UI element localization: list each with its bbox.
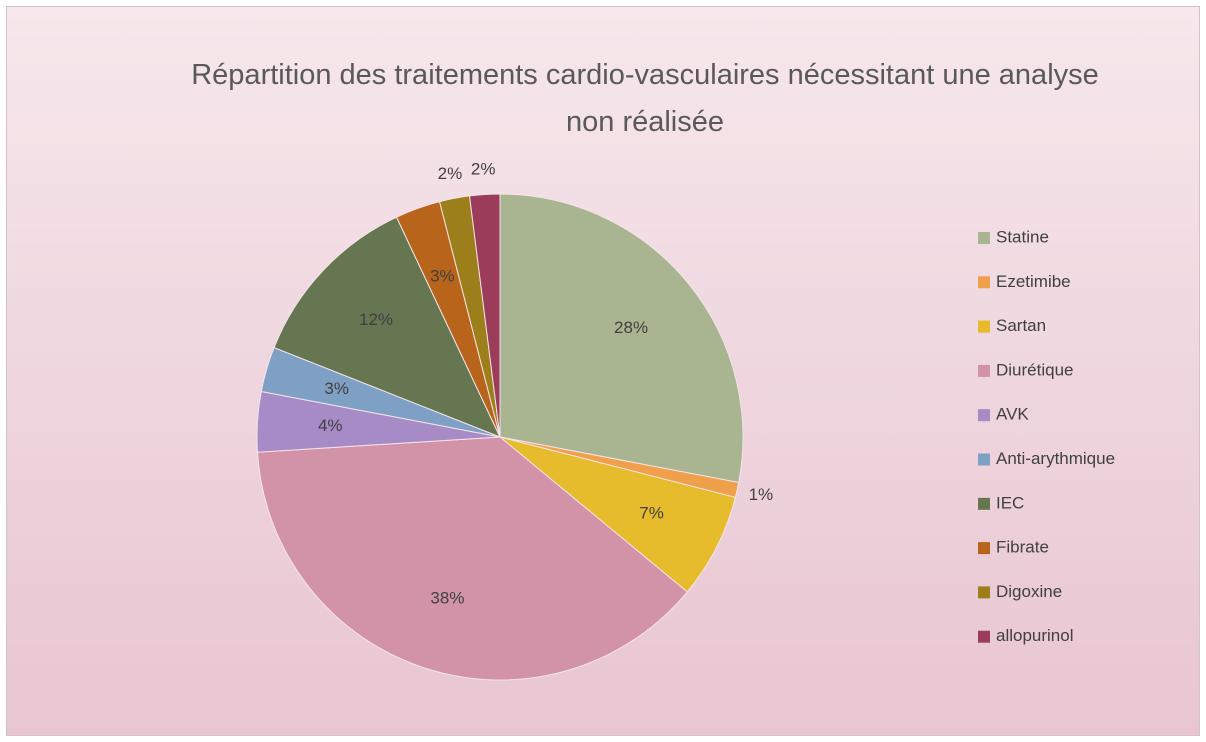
data-label: 4% — [318, 416, 343, 435]
data-label: 2% — [471, 160, 496, 179]
legend-swatch — [978, 409, 990, 422]
legend-label: Sartan — [996, 316, 1046, 335]
legend-swatch — [978, 586, 990, 599]
legend-swatch — [978, 453, 990, 466]
data-label: 3% — [430, 266, 455, 285]
data-label: 1% — [749, 485, 774, 504]
data-label: 28% — [614, 318, 648, 337]
chart-title: Répartition des traitements cardio-vascu… — [191, 59, 1099, 138]
legend-swatch — [978, 497, 990, 510]
legend-swatch — [978, 364, 990, 377]
legend-label: Anti-arythmique — [996, 449, 1115, 468]
legend-label: IEC — [996, 493, 1024, 512]
legend-label: Ezetimibe — [996, 272, 1071, 291]
pie-slice — [499, 193, 744, 484]
legend-label: AVK — [996, 405, 1029, 424]
data-label: 7% — [639, 504, 664, 523]
legend-label: Diurétique — [996, 360, 1074, 379]
legend-label: Fibrate — [996, 538, 1049, 557]
legend-swatch — [978, 232, 990, 244]
data-label: 38% — [430, 588, 464, 607]
legend-label: Statine — [996, 227, 1049, 246]
data-label: 12% — [359, 310, 393, 329]
legend-swatch — [978, 320, 990, 333]
legend-swatch — [978, 630, 990, 643]
pie-slice — [468, 193, 501, 438]
legend-swatch — [978, 542, 990, 555]
data-label: 3% — [324, 379, 349, 398]
pie-slice — [499, 436, 736, 593]
pie-slice — [256, 436, 688, 681]
legend-swatch — [978, 276, 990, 289]
legend-label: allopurinol — [996, 626, 1074, 645]
data-label: 2% — [438, 164, 463, 183]
pie-slice — [273, 216, 501, 438]
legend-label: Digoxine — [996, 582, 1062, 601]
